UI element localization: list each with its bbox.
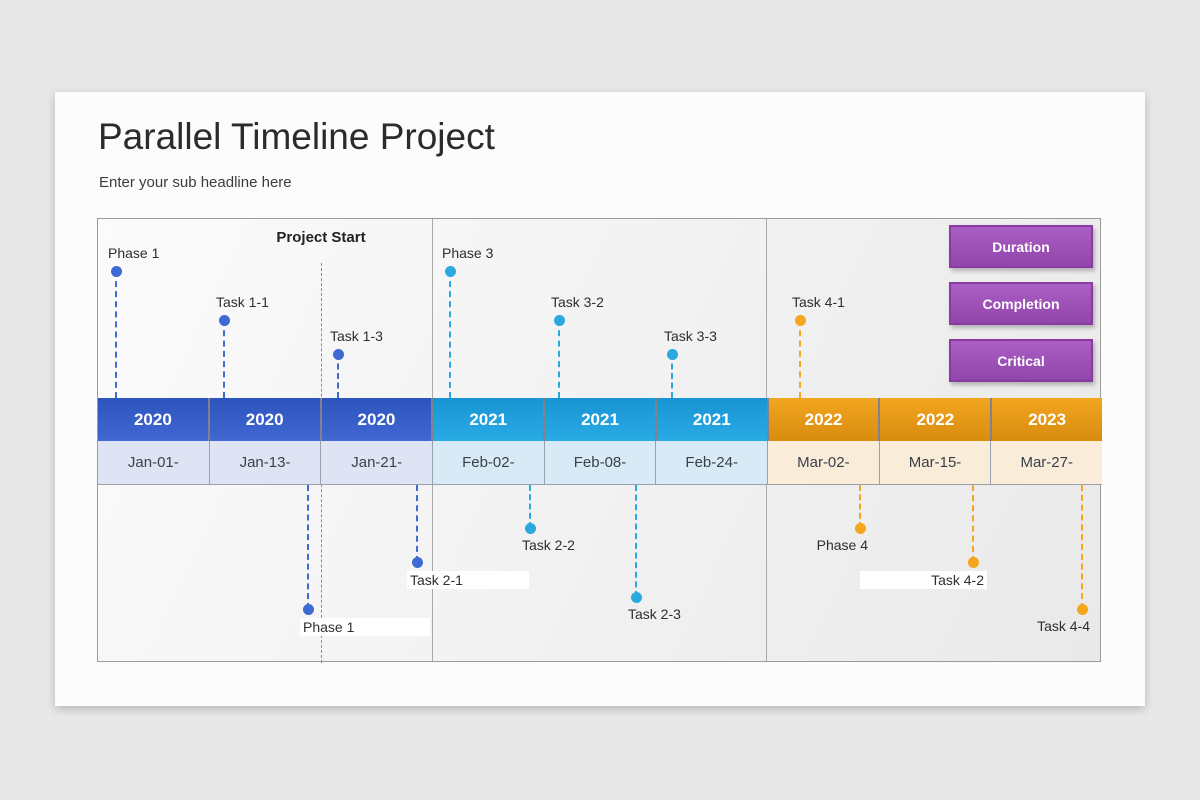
marker-dot-task-3-3[interactable] <box>667 349 678 360</box>
legend-button-completion[interactable]: Completion <box>949 282 1093 325</box>
marker-dot-task-2-2-bottom[interactable] <box>525 523 536 534</box>
marker-label-task-3-2: Task 3-2 <box>551 294 604 310</box>
year-cell-8: 2022 <box>878 398 991 441</box>
date-cell-9: Mar-27- <box>990 441 1103 484</box>
marker-stem-task-2-2-bottom <box>529 485 531 528</box>
year-header-row: 2020 2020 2020 2021 2021 2021 2022 2022 2023 <box>98 398 1103 441</box>
date-header-row: Jan-01- Jan-13- Jan-21- Feb-02- Feb-08- Feb-2… <box>98 441 1103 485</box>
year-cell-1: 2020 <box>98 398 208 441</box>
marker-label-task-4-4-bottom: Task 4-4 <box>1037 618 1090 634</box>
year-cell-2: 2020 <box>207 398 320 441</box>
marker-dot-task-2-1-bottom[interactable] <box>412 557 423 568</box>
marker-dot-task-4-2-bottom[interactable] <box>968 557 979 568</box>
page-title: Parallel Timeline Project <box>98 116 495 157</box>
marker-stem-task-2-1-bottom <box>416 485 418 562</box>
marker-dot-task-4-4-bottom[interactable] <box>1077 604 1088 615</box>
marker-stem-phase-4-bottom <box>859 485 861 528</box>
date-cell-3: Jan-21- <box>320 441 433 484</box>
marker-stem-task-4-2-bottom <box>972 485 974 562</box>
marker-dot-phase-1-bottom[interactable] <box>303 604 314 615</box>
marker-label-task-4-2-bottom: Task 4-2 <box>860 571 987 589</box>
marker-label-task-4-1: Task 4-1 <box>792 294 845 310</box>
marker-dot-task-4-1[interactable] <box>795 315 806 326</box>
marker-dot-phase-3[interactable] <box>445 266 456 277</box>
date-cell-8: Mar-15- <box>878 441 991 484</box>
page-subtitle: Enter your sub headline here <box>99 174 292 191</box>
marker-dot-task-1-3[interactable] <box>333 349 344 360</box>
marker-stem-task-1-1 <box>223 320 225 398</box>
marker-label-task-3-3: Task 3-3 <box>664 328 717 344</box>
year-cell-7: 2022 <box>766 398 879 441</box>
marker-dot-task-1-1[interactable] <box>219 315 230 326</box>
marker-label-phase-1-bottom: Phase 1 <box>300 618 430 636</box>
date-cell-5: Feb-08- <box>543 441 656 484</box>
legend-button-duration[interactable]: Duration <box>949 225 1093 268</box>
date-cell-6: Feb-24- <box>655 441 768 484</box>
marker-dot-phase-4-bottom[interactable] <box>855 523 866 534</box>
date-cell-4: Feb-02- <box>432 441 544 484</box>
marker-stem-task-3-2 <box>558 320 560 398</box>
marker-label-phase-1: Phase 1 <box>108 245 160 261</box>
marker-label-phase-4-bottom: Phase 4 <box>816 537 868 553</box>
marker-stem-task-4-1 <box>799 320 801 398</box>
timeline-table: Project Start Phase 1 Task 1-1 Task 1-3 Pha… <box>97 218 1103 663</box>
marker-stem-task-1-3 <box>337 354 339 398</box>
marker-stem-task-3-3 <box>671 354 673 398</box>
project-start-label: Project Start <box>276 229 366 246</box>
marker-dot-task-2-3-bottom[interactable] <box>631 592 642 603</box>
marker-label-task-1-1: Task 1-1 <box>216 294 269 310</box>
legend: Duration Completion Critical <box>949 225 1093 396</box>
marker-stem-task-2-3-bottom <box>635 485 637 597</box>
legend-button-critical[interactable]: Critical <box>949 339 1093 382</box>
marker-dot-phase-1[interactable] <box>111 266 122 277</box>
date-cell-1: Jan-01- <box>98 441 209 484</box>
year-cell-6: 2021 <box>654 398 767 441</box>
marker-stem-phase-3 <box>449 271 451 398</box>
marker-stem-task-4-4-bottom <box>1081 485 1083 609</box>
marker-label-task-2-3-bottom: Task 2-3 <box>628 606 681 622</box>
year-cell-9: 2023 <box>990 398 1103 441</box>
marker-label-task-1-3: Task 1-3 <box>330 328 383 344</box>
year-cell-4: 2021 <box>431 398 544 441</box>
marker-stem-phase-1-bottom <box>307 485 309 609</box>
marker-label-phase-3: Phase 3 <box>442 245 494 261</box>
marker-dot-task-3-2[interactable] <box>554 315 565 326</box>
slide: Parallel Timeline Project Enter your sub… <box>55 92 1145 706</box>
date-cell-2: Jan-13- <box>208 441 321 484</box>
date-cell-7: Mar-02- <box>767 441 879 484</box>
marker-label-task-2-1-bottom: Task 2-1 <box>407 571 529 589</box>
marker-stem-phase-1 <box>115 271 117 398</box>
year-cell-5: 2021 <box>543 398 655 441</box>
year-cell-3: 2020 <box>319 398 432 441</box>
marker-label-task-2-2-bottom: Task 2-2 <box>522 537 575 553</box>
